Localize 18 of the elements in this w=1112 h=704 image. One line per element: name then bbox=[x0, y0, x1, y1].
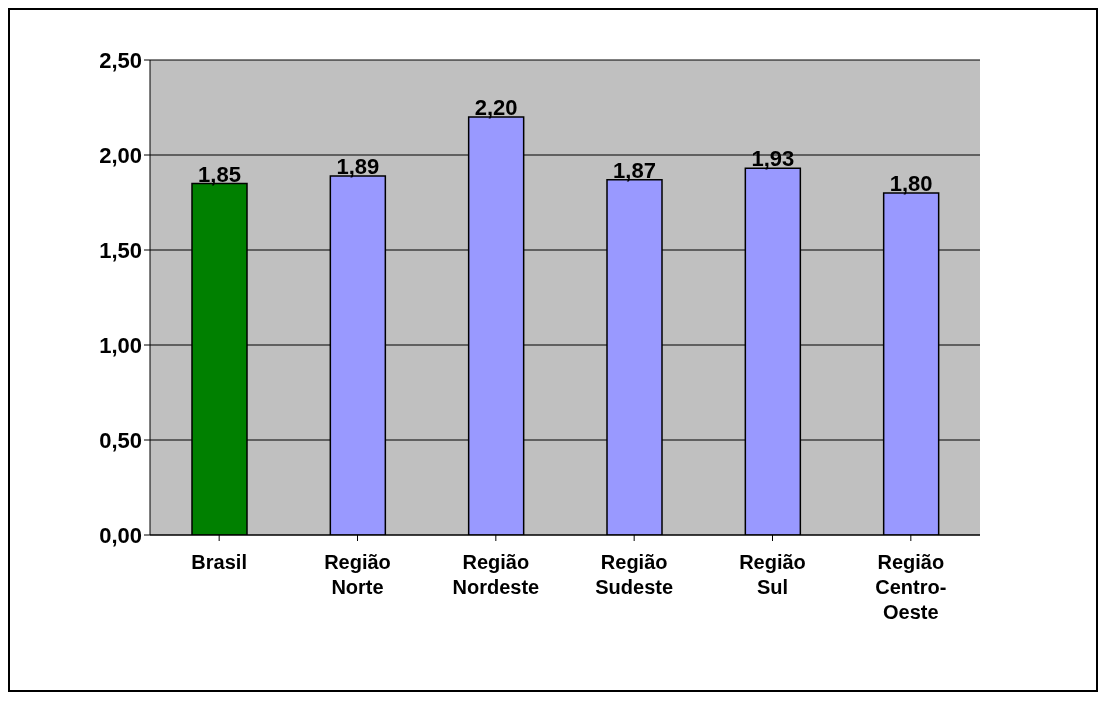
x-tick-label: Região Sudeste bbox=[595, 551, 674, 598]
data-label: 1,85 bbox=[198, 161, 241, 187]
data-label: 1,80 bbox=[889, 171, 933, 196]
y-tick-label: 0,50 bbox=[99, 427, 142, 453]
x-tick-label: Região Norte bbox=[324, 551, 391, 598]
x-tick-label: Região Sul bbox=[739, 551, 806, 598]
x-tick-label: Região Centro-Oeste bbox=[875, 551, 947, 623]
x-tick-label: Região Nordeste bbox=[452, 551, 540, 598]
y-tick-label: 2,00 bbox=[99, 142, 142, 168]
data-label: 1,93 bbox=[751, 146, 795, 172]
data-label: 2,20 bbox=[474, 95, 518, 120]
x-tick-label: Brasil bbox=[191, 551, 247, 573]
data-label: 1,89 bbox=[336, 153, 380, 179]
y-tick-label: 1,50 bbox=[99, 237, 142, 263]
y-tick-label: 0,00 bbox=[99, 522, 142, 548]
data-label: 1,87 bbox=[613, 157, 656, 183]
y-tick-label: 1,00 bbox=[99, 332, 142, 358]
y-tick-label: 2,50 bbox=[99, 47, 142, 73]
